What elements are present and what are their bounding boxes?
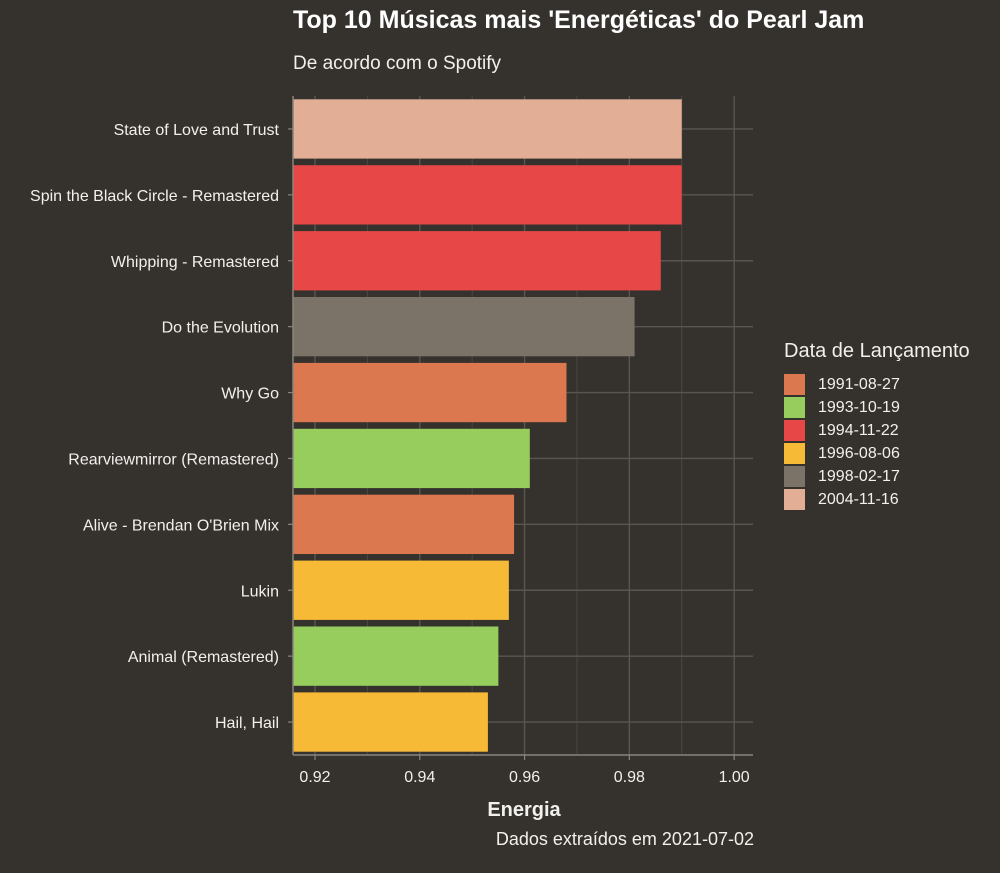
- legend-item: 2004-11-16: [784, 488, 970, 511]
- bar-1: [293, 165, 682, 225]
- legend-label: 1994-11-22: [818, 421, 899, 439]
- y-tick-label: Animal (Remastered): [128, 649, 279, 666]
- legend-label: 1991-08-27: [818, 375, 900, 393]
- x-axis-label: Energia: [487, 799, 561, 821]
- bar-2: [293, 231, 661, 291]
- legend-items: 1991-08-27 1993-10-19 1994-11-22 1996-08-06…: [784, 373, 970, 511]
- y-tick-label: Hail, Hail: [215, 715, 279, 732]
- x-tick-label: 0.96: [509, 769, 540, 786]
- bar-0: [293, 99, 682, 159]
- y-tick-label: Alive - Brendan O'Brien Mix: [83, 517, 279, 534]
- legend-label: 1993-10-19: [818, 398, 900, 416]
- bars: [293, 99, 682, 752]
- legend-item: 1993-10-19: [784, 396, 970, 419]
- bar-5: [293, 428, 530, 489]
- bar-4: [293, 362, 567, 423]
- y-tick-label: Do the Evolution: [162, 320, 279, 337]
- legend-item: 1991-08-27: [784, 373, 970, 396]
- legend-swatch: [784, 443, 805, 464]
- legend-title: Data de Lançamento: [784, 340, 970, 362]
- axes: [288, 96, 753, 760]
- x-tick-label: 0.94: [404, 769, 435, 786]
- y-tick-label: Spin the Black Circle - Remastered: [30, 188, 279, 205]
- bar-6: [293, 494, 515, 555]
- legend-swatch: [784, 489, 805, 510]
- x-tick-label: 1.00: [719, 769, 750, 786]
- y-tick-label: Rearviewmirror (Remastered): [68, 451, 279, 468]
- chart-subtitle: De acordo com o Spotify: [293, 53, 502, 74]
- legend-item: 1994-11-22: [784, 419, 970, 442]
- bar-9: [293, 692, 488, 752]
- legend-label: 2004-11-16: [818, 490, 899, 508]
- x-tick-label: 0.92: [299, 769, 330, 786]
- legend-swatch: [784, 397, 805, 418]
- bar-8: [293, 626, 499, 686]
- bar-7: [293, 560, 509, 620]
- y-tick-label: Why Go: [221, 386, 279, 403]
- legend-item: 1996-08-06: [784, 442, 970, 465]
- legend-swatch: [784, 374, 805, 395]
- y-tick-label: State of Love and Trust: [114, 122, 280, 139]
- tick-labels: 0.92 0.94 0.96 0.98 1.00 State of Love and Tr…: [30, 122, 750, 786]
- chart-title: Top 10 Músicas mais 'Energéticas' do Pea…: [293, 6, 865, 34]
- legend-label: 1996-08-06: [818, 444, 900, 462]
- x-tick-label: 0.98: [614, 769, 645, 786]
- y-tick-label: Lukin: [241, 583, 279, 600]
- chart-caption: Dados extraídos em 2021-07-02: [495, 829, 754, 849]
- legend-swatch: [784, 420, 805, 441]
- legend-swatch: [784, 466, 805, 487]
- legend-item: 1998-02-17: [784, 465, 970, 488]
- y-tick-label: Whipping - Remastered: [111, 254, 279, 271]
- legend-label: 1998-02-17: [818, 467, 900, 485]
- legend: Data de Lançamento 1991-08-27 1993-10-19 1…: [784, 340, 970, 511]
- bar-3: [293, 296, 635, 357]
